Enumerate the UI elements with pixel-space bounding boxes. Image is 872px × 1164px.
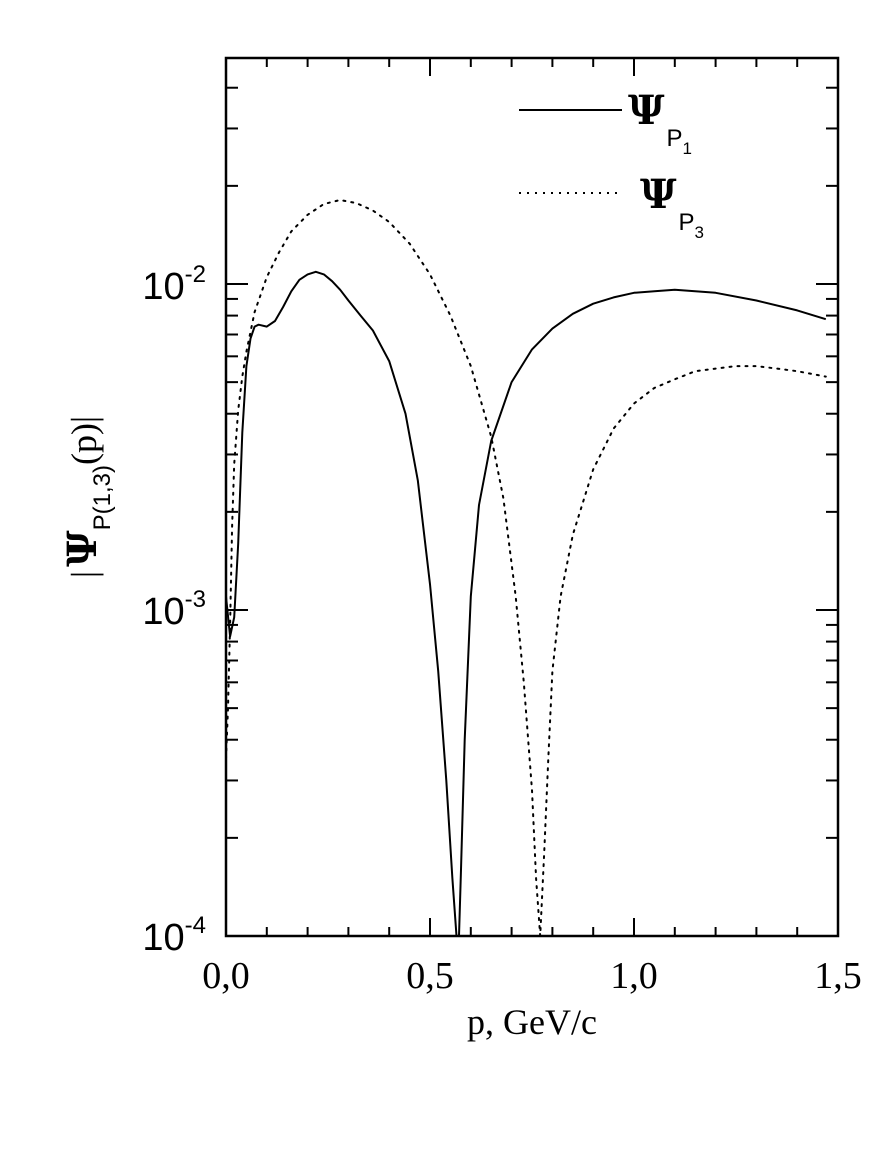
x-tick-label: 0,0 bbox=[202, 955, 250, 997]
legend-label-p3: ΨP3 bbox=[640, 171, 704, 242]
y-axis-title-suffix: (p)| bbox=[64, 416, 104, 465]
series-line-p3 bbox=[226, 199, 827, 936]
y-tick-label: 10-4 bbox=[142, 912, 206, 959]
x-tick-labels: 0,0 0,5 1,0 1,5 bbox=[202, 955, 862, 997]
legend-p3-subsub: 3 bbox=[695, 223, 704, 242]
legend-p3-sub: P bbox=[679, 209, 695, 236]
legend: ΨP1 ΨP3 bbox=[519, 87, 704, 242]
y-tick-label-exp: -4 bbox=[185, 912, 206, 939]
y-tick-label-base: 10 bbox=[142, 591, 184, 633]
x-axis-title: p, GeV/c bbox=[467, 1002, 597, 1042]
legend-p3-symbol: Ψ bbox=[640, 171, 677, 218]
y-tick-label-exp: -2 bbox=[185, 261, 206, 288]
y-axis-title-prefix: | bbox=[64, 571, 104, 578]
x-tick-label: 1,5 bbox=[814, 955, 862, 997]
y-axis-title-symbol: Ψ bbox=[59, 530, 106, 567]
y-axis-title-subscript: P(1,3) bbox=[89, 465, 116, 530]
plot-frame bbox=[224, 56, 840, 938]
x-tick-label: 0,5 bbox=[406, 955, 454, 997]
svg-text:|ΨP(1,3)(p)|: | ΨP(1,3)(p)| bbox=[59, 416, 116, 578]
x-tick-label: 1,0 bbox=[610, 955, 658, 997]
legend-p1-subsub: 1 bbox=[683, 139, 692, 158]
legend-p1-symbol: Ψ bbox=[628, 87, 665, 134]
y-tick-label-exp: -3 bbox=[185, 586, 206, 613]
legend-label-p1: ΨP1 bbox=[628, 87, 692, 158]
y-tick-label-base: 10 bbox=[142, 917, 184, 959]
y-tick-labels: 10-410-310-2 bbox=[142, 261, 206, 959]
y-tick-label: 10-2 bbox=[142, 261, 206, 308]
series-layer bbox=[226, 199, 827, 936]
series-line-p1 bbox=[226, 270, 827, 936]
axis-ticks bbox=[225, 58, 839, 937]
y-axis-title: | ΨP(1,3)(p)| bbox=[59, 416, 116, 578]
legend-p1-sub: P bbox=[667, 125, 683, 152]
y-tick-label-base: 10 bbox=[142, 266, 184, 308]
y-tick-label: 10-3 bbox=[142, 586, 206, 633]
